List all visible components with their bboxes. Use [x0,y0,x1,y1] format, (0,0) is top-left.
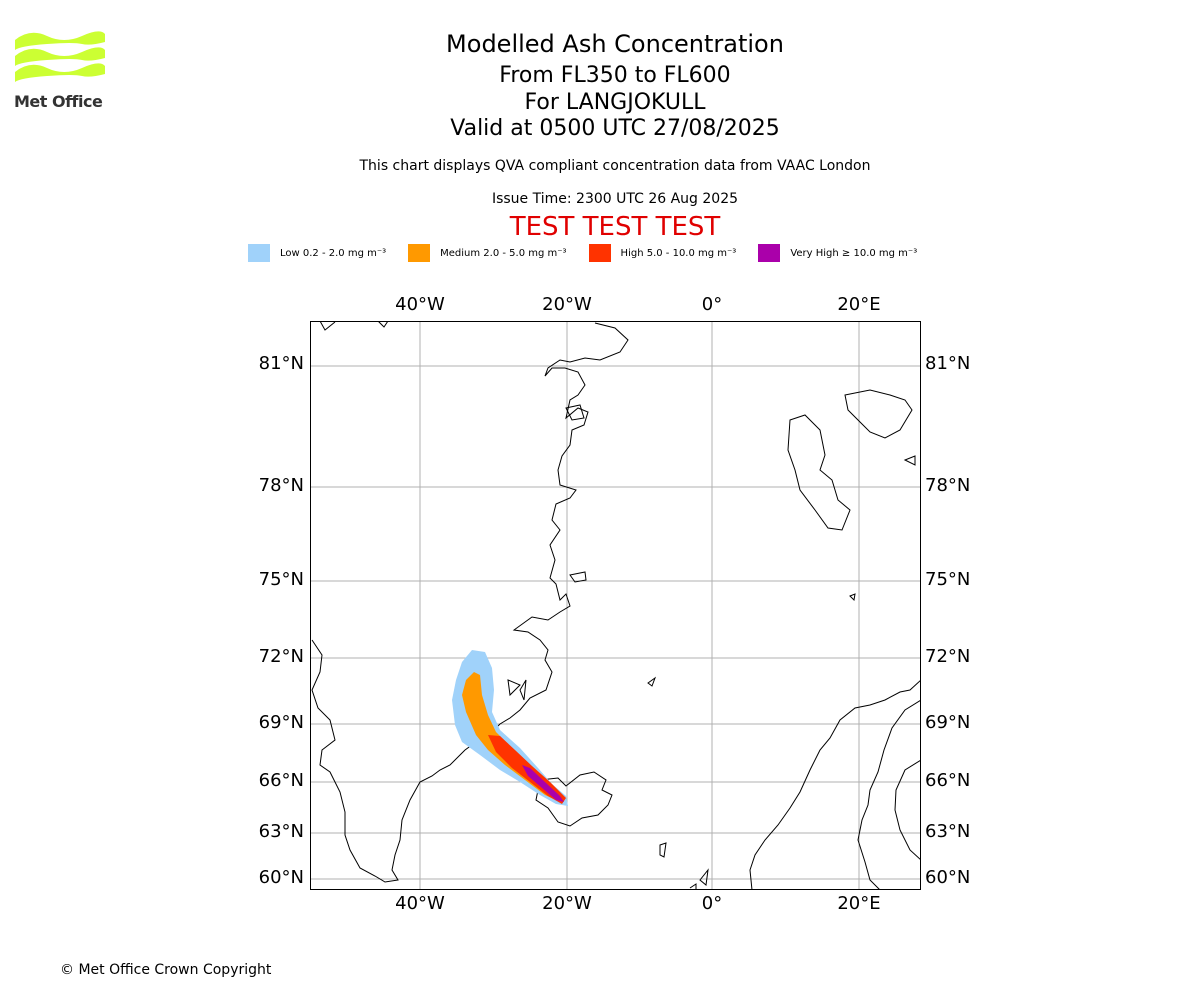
coastline-faroes [659,842,667,858]
lat-label-right-69n: 69°N [925,712,971,733]
lon-label-top-20e: 20°E [837,294,881,315]
legend-item-medium: Medium 2.0 - 5.0 mg m⁻³ [408,244,567,262]
lat-label-right-60n: 60°N [925,867,971,888]
lat-label-left-81n: 81°N [258,353,304,374]
lon-label-bottom-0: 0° [701,893,723,914]
concentration-legend: Low 0.2 - 2.0 mg m⁻³ Medium 2.0 - 5.0 mg… [248,243,939,263]
lat-label-left-66n: 66°N [258,770,304,791]
legend-label-low: Low 0.2 - 2.0 mg m⁻³ [280,247,387,259]
flight-level-range: From FL350 to FL600 [499,63,731,88]
volcano-name: For LANGJOKULL [524,90,706,115]
lat-label-left-75n: 75°N [258,569,304,590]
map-panel [310,321,921,890]
lat-label-right-66n: 66°N [925,770,971,791]
lat-label-right-63n: 63°N [925,821,971,842]
lat-label-right-72n: 72°N [925,646,971,667]
lat-label-left-63n: 63°N [258,821,304,842]
coastline-jan-mayen [647,676,657,687]
lat-label-left-72n: 72°N [258,646,304,667]
coastline-scandinavia [689,679,921,890]
lat-label-left-60n: 60°N [258,867,304,888]
logo-text: Met Office [14,92,103,111]
legend-label-very-high: Very High ≥ 10.0 mg m⁻³ [790,247,918,259]
ash-plume-very-high [522,765,564,802]
legend-swatch-very-high [758,244,781,262]
lat-label-right-81n: 81°N [925,353,971,374]
lon-label-bottom-40w: 40°W [395,893,445,914]
lon-label-top-20w: 20°W [542,294,592,315]
legend-swatch-medium [408,244,431,262]
met-office-logo [15,31,105,82]
lat-label-left-69n: 69°N [258,712,304,733]
legend-label-medium: Medium 2.0 - 5.0 mg m⁻³ [440,247,567,259]
chart-description: This chart displays QVA compliant concen… [359,158,871,174]
legend-swatch-low [248,244,270,262]
legend-item-low: Low 0.2 - 2.0 mg m⁻³ [248,244,386,262]
issue-time: Issue Time: 2300 UTC 26 Aug 2025 [491,191,739,207]
coastline-greenland [311,321,629,883]
lat-label-left-78n: 78°N [258,475,304,496]
map-gridlines [310,321,921,890]
chart-title: Modelled Ash Concentration [446,30,784,58]
lon-label-top-40w: 40°W [395,294,445,315]
legend-swatch-high [588,244,611,262]
legend-item-high: High 5.0 - 10.0 mg m⁻³ [588,244,737,262]
lon-label-bottom-20e: 20°E [837,893,881,914]
legend-item-very-high: Very High ≥ 10.0 mg m⁻³ [758,244,917,262]
coastline-iceland [535,771,613,827]
lat-label-right-78n: 78°N [925,475,971,496]
lon-label-bottom-20w: 20°W [542,893,592,914]
legend-label-high: High 5.0 - 10.0 mg m⁻³ [620,247,737,259]
test-banner: TEST TEST TEST [509,212,721,242]
lon-label-top-0: 0° [701,294,723,315]
valid-time: Valid at 0500 UTC 27/08/2025 [450,116,780,141]
map-border [310,321,921,890]
lat-label-right-75n: 75°N [925,569,971,590]
coastline-svalbard [787,389,916,602]
copyright-notice: © Met Office Crown Copyright [60,962,272,978]
